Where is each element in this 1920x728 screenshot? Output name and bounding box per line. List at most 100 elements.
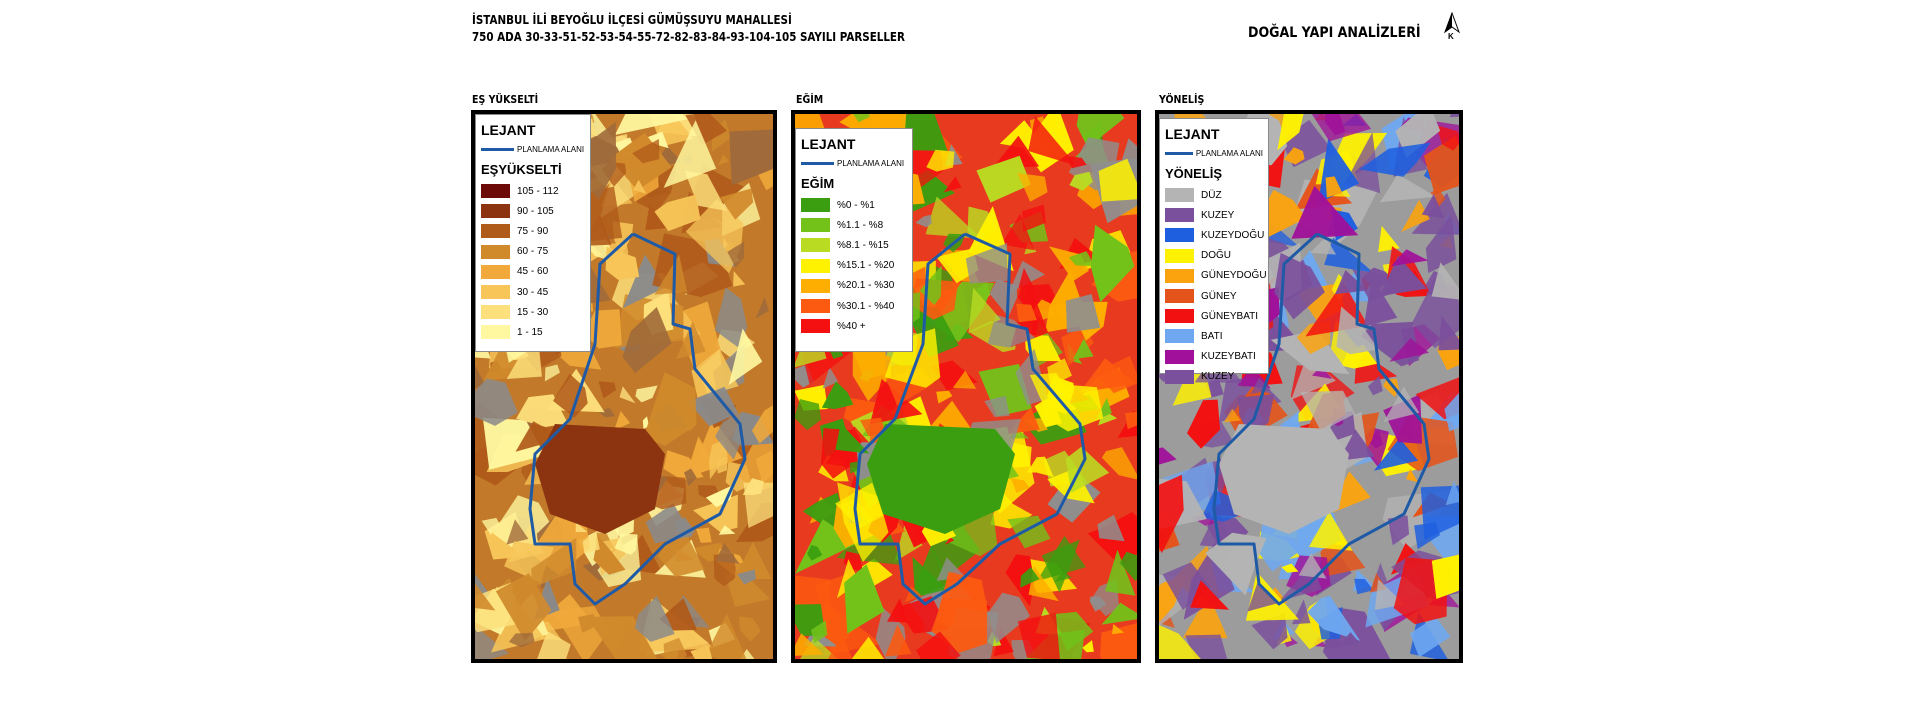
- terrain-patch: [693, 494, 738, 533]
- terrain-patch: [1387, 515, 1410, 546]
- legend-swatch: [1165, 329, 1194, 344]
- legend-item-label: BATI: [1201, 330, 1223, 342]
- legend-item: GÜNEY: [1165, 286, 1263, 306]
- legend-swatch: [1165, 228, 1194, 243]
- terrain-patch: [537, 630, 571, 659]
- terrain-patch: [844, 564, 885, 634]
- terrain-patch: [1362, 267, 1392, 291]
- terrain-patch: [691, 348, 739, 398]
- terrain-patch: [1406, 468, 1418, 483]
- terrain-patch: [936, 248, 979, 284]
- terrain-patch: [1182, 594, 1228, 639]
- terrain-patch: [1017, 173, 1048, 202]
- legend-item-label: KUZEY: [1201, 209, 1235, 221]
- terrain-patch: [965, 243, 1008, 284]
- terrain-patch: [1125, 411, 1137, 430]
- legend-item-label: %20.1 - %30: [837, 280, 895, 292]
- terrain-patch: [807, 545, 823, 561]
- terrain-patch: [1162, 562, 1211, 610]
- slope-legend: LEJANT PLANLAMA ALANI EĞİM %0 - %1 %1.1 - %8…: [795, 128, 913, 352]
- legend-swatch: [481, 285, 510, 300]
- terrain-patch: [987, 314, 1036, 348]
- terrain-patch: [643, 131, 669, 149]
- terrain-patch: [916, 631, 961, 659]
- terrain-patch: [1291, 185, 1359, 239]
- legend-item: KUZEYBATI: [1165, 347, 1263, 367]
- terrain-patch: [1095, 355, 1137, 394]
- legend-item: %1.1 - %8: [801, 215, 907, 235]
- terrain-patch: [684, 170, 727, 211]
- terrain-patch: [729, 129, 773, 186]
- elevation-map-panel: LEJANT PLANLAMA ALANI EŞYÜKSELTİ 105 - 112 9…: [471, 110, 777, 663]
- legend-item: 60 - 75: [481, 242, 585, 262]
- terrain-patch: [508, 632, 535, 648]
- terrain-patch: [1309, 237, 1337, 255]
- terrain-patch: [936, 390, 953, 404]
- terrain-patch: [1379, 255, 1427, 297]
- legend-item: %30.1 - %40: [801, 296, 907, 316]
- terrain-patch: [663, 450, 704, 481]
- legend-item: 15 - 30: [481, 302, 585, 322]
- legend-planning-area: PLANLAMA ALANI: [801, 159, 907, 168]
- terrain-patch: [1041, 539, 1080, 593]
- legend-swatch: [1165, 369, 1194, 384]
- legend-planning-area: PLANLAMA ALANI: [1165, 149, 1263, 158]
- terrain-patch: [1247, 581, 1278, 612]
- aspect-map-panel: LEJANT PLANLAMA ALANI YÖNELİŞ DÜZ KUZEY KUZEY…: [1155, 110, 1463, 663]
- legend-item: KUZEY: [1165, 205, 1263, 225]
- legend-item: GÜNEYBATI: [1165, 306, 1263, 326]
- terrain-patch: [1069, 171, 1093, 191]
- terrain-patch: [1082, 640, 1094, 653]
- terrain-patch: [1307, 595, 1361, 641]
- legend-item-label: %30.1 - %40: [837, 300, 895, 312]
- legend-item: %20.1 - %30: [801, 276, 907, 296]
- terrain-patch: [1401, 199, 1430, 232]
- terrain-patch: [495, 573, 552, 641]
- terrain-patch: [614, 533, 638, 555]
- terrain-patch: [1090, 224, 1135, 303]
- terrain-patch: [1010, 478, 1030, 493]
- terrain-patch: [1291, 355, 1336, 400]
- terrain-patch: [926, 149, 955, 172]
- terrain-patch: [553, 373, 588, 418]
- legend-item-label: DÜZ: [1201, 189, 1222, 201]
- terrain-patch: [609, 132, 672, 191]
- terrain-patch: [475, 378, 518, 426]
- legend-item: 45 - 60: [481, 262, 585, 282]
- planning-area-boundary: [853, 232, 1087, 606]
- terrain-patch: [632, 139, 660, 164]
- terrain-patch: [1205, 532, 1267, 596]
- terrain-patch: [1159, 624, 1201, 659]
- legend-item-label: KUZEY: [1201, 371, 1235, 383]
- terrain-patch: [720, 188, 754, 220]
- terrain-patch: [1190, 580, 1230, 610]
- terrain-patch: [860, 417, 886, 437]
- terrain-patch: [887, 598, 908, 623]
- terrain-patch: [1367, 375, 1383, 396]
- terrain-patch: [837, 482, 889, 562]
- terrain-patch: [1089, 596, 1107, 612]
- terrain-patch: [1100, 623, 1137, 659]
- terrain-patch: [481, 517, 500, 535]
- legend-swatch: [1165, 289, 1194, 304]
- terrain-patch: [688, 386, 739, 427]
- legend-swatch: [481, 325, 510, 340]
- terrain-patch: [584, 309, 622, 349]
- terrain-patch: [984, 395, 1010, 417]
- header-parcel-line: 750 ADA 30-33-51-52-53-54-55-72-82-83-84…: [472, 30, 905, 44]
- elevation-map: [475, 114, 773, 659]
- terrain-patch: [853, 114, 870, 123]
- terrain-patch: [1389, 338, 1430, 362]
- planning-label: PLANLAMA ALANI: [1195, 149, 1263, 158]
- legend-planning-area: PLANLAMA ALANI: [481, 145, 585, 154]
- terrain-patch: [993, 627, 1014, 657]
- legend-item: 75 - 90: [481, 221, 585, 241]
- terrain-patch: [742, 478, 764, 495]
- terrain-patch: [752, 405, 773, 444]
- terrain-patch: [1277, 114, 1304, 151]
- terrain-patch: [894, 512, 923, 562]
- terrain-patch: [1423, 135, 1459, 195]
- legend-heading: EŞYÜKSELTİ: [481, 162, 562, 177]
- terrain-patch: [613, 411, 631, 431]
- terrain-patch: [684, 468, 697, 487]
